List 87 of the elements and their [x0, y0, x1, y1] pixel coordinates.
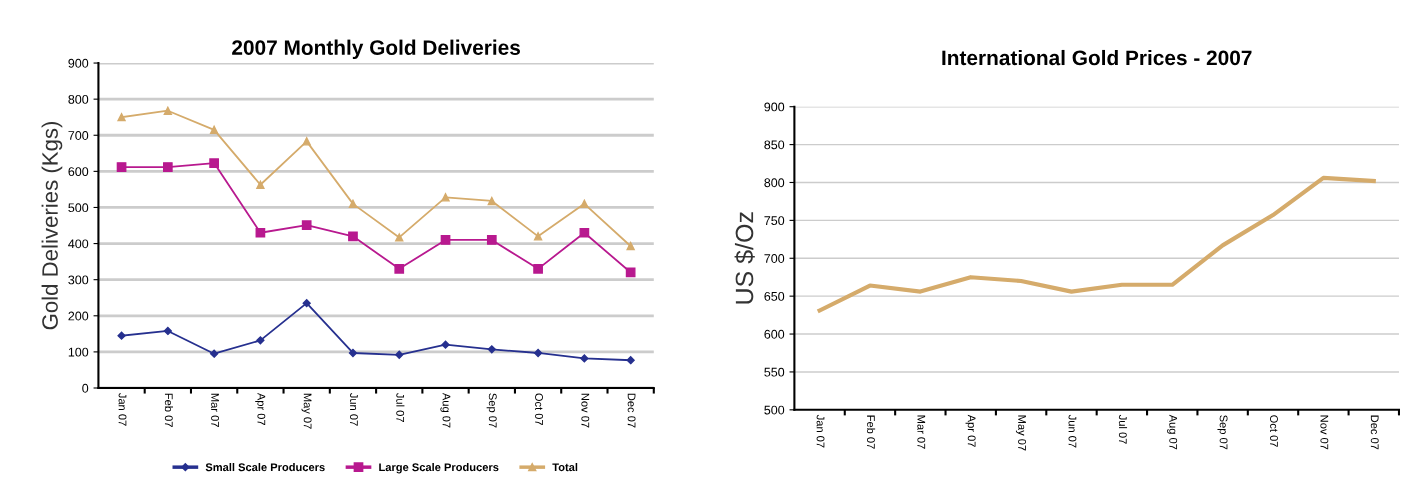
point — [302, 137, 311, 146]
y-axis-title: Gold Deliveries (Kgs) — [41, 121, 63, 330]
x-tick-label: Jul 07 — [1118, 414, 1128, 444]
x-tick-label: Feb 07 — [866, 415, 876, 449]
point — [348, 199, 358, 209]
point — [209, 125, 219, 135]
point — [626, 356, 635, 365]
y-tick-label: 900 — [764, 102, 785, 112]
point — [256, 180, 265, 189]
x-tick-label: Aug 07 — [440, 392, 451, 428]
point — [395, 350, 404, 359]
x-tick-label: Dec 07 — [627, 393, 636, 428]
point — [580, 354, 589, 363]
point — [441, 340, 450, 349]
point — [348, 348, 358, 358]
y-tick-label: 650 — [764, 291, 785, 301]
y-tick-label: 600 — [764, 329, 785, 339]
y-tick-label: 700 — [764, 254, 785, 263]
x-tick-label: Nov 07 — [1320, 415, 1329, 450]
y-tick-label: 300 — [68, 275, 89, 285]
point — [487, 196, 496, 206]
point — [163, 106, 173, 115]
point — [209, 349, 219, 358]
x-tick-label: Aug 07 — [1167, 414, 1178, 450]
y-tick-label: 800 — [764, 178, 785, 188]
legend-label: Small Scale Producers — [205, 462, 325, 472]
y-tick-label: 500 — [764, 405, 785, 415]
chart-title: International Gold Prices - 2007 — [942, 49, 1252, 66]
x-tick-label: Mar 07 — [917, 415, 926, 449]
y-tick-label: 200 — [68, 311, 89, 321]
x-tick-label: Apr 07 — [965, 414, 976, 447]
x-tick-label: Jan 07 — [816, 414, 825, 448]
y-tick-label: 850 — [764, 140, 785, 150]
point — [580, 199, 589, 209]
point — [533, 232, 543, 241]
point — [440, 235, 451, 245]
x-tick-label: Jan 07 — [118, 393, 127, 426]
point — [162, 162, 173, 172]
x-tick-label: Feb 07 — [164, 393, 174, 427]
y-tick-label: 400 — [68, 239, 89, 249]
x-tick-label: Mar 07 — [211, 393, 220, 427]
x-tick-label: Jun 07 — [349, 393, 358, 426]
x-tick-label: Sep 07 — [1217, 415, 1228, 450]
line-series — [817, 175, 1376, 313]
point — [486, 235, 497, 245]
point — [395, 233, 404, 242]
x-tick-label: Oct 07 — [1270, 415, 1278, 447]
point — [441, 193, 450, 202]
point — [256, 336, 265, 345]
point — [579, 227, 590, 238]
y-tick-label: 900 — [68, 58, 89, 68]
x-tick-label: Apr 07 — [255, 392, 266, 426]
x-tick-label: Oct 07 — [535, 393, 543, 426]
point — [625, 267, 636, 278]
point — [626, 241, 635, 251]
point — [163, 326, 172, 336]
y-tick-label: 550 — [764, 367, 785, 377]
y-tick-label: 800 — [68, 94, 89, 104]
point — [533, 348, 543, 358]
chart-title: 2007 Monthly Gold Deliveries — [232, 39, 520, 60]
y-tick-label: 700 — [68, 131, 89, 140]
x-tick-label: May 07 — [1015, 415, 1026, 451]
y-tick-label: 750 — [764, 216, 785, 226]
x-tick-label: Dec 07 — [1370, 415, 1379, 450]
x-tick-label: Sep 07 — [486, 393, 497, 428]
x-tick-label: May 07 — [301, 393, 312, 429]
x-tick-label: Nov 07 — [581, 393, 590, 428]
point — [348, 231, 358, 242]
point — [302, 299, 311, 308]
legend-label: Large Scale Producers — [379, 462, 499, 474]
point — [533, 263, 543, 274]
point — [117, 113, 126, 122]
y-tick-label: 600 — [68, 167, 89, 177]
point — [255, 227, 266, 238]
point — [394, 263, 405, 274]
point — [117, 331, 126, 340]
x-tick-label: Jul 07 — [396, 393, 405, 422]
y-tick-label: 500 — [68, 203, 89, 213]
point — [301, 220, 312, 231]
y-tick-label: 0 — [82, 383, 89, 393]
point — [487, 345, 496, 354]
legend-label: Total — [552, 462, 578, 472]
x-tick-label: Jun 07 — [1068, 414, 1077, 448]
y-axis-title: US $/Oz — [734, 212, 755, 304]
y-tick-label: 100 — [68, 347, 89, 357]
point — [209, 158, 219, 168]
point — [116, 162, 127, 172]
